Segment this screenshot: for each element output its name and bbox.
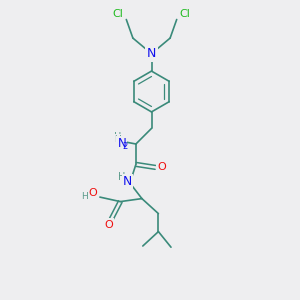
Text: H: H	[118, 172, 125, 182]
Text: O: O	[88, 188, 97, 199]
Text: H: H	[114, 132, 122, 142]
Text: Cl: Cl	[180, 8, 190, 19]
Text: N: N	[123, 175, 132, 188]
Text: N: N	[117, 137, 126, 151]
Text: Cl: Cl	[112, 8, 123, 19]
Text: N: N	[147, 47, 156, 60]
Text: O: O	[104, 220, 113, 230]
Text: O: O	[158, 162, 166, 172]
Text: 2: 2	[123, 142, 128, 151]
Text: H: H	[114, 135, 121, 144]
Text: H: H	[81, 192, 88, 201]
Text: N: N	[116, 136, 125, 149]
